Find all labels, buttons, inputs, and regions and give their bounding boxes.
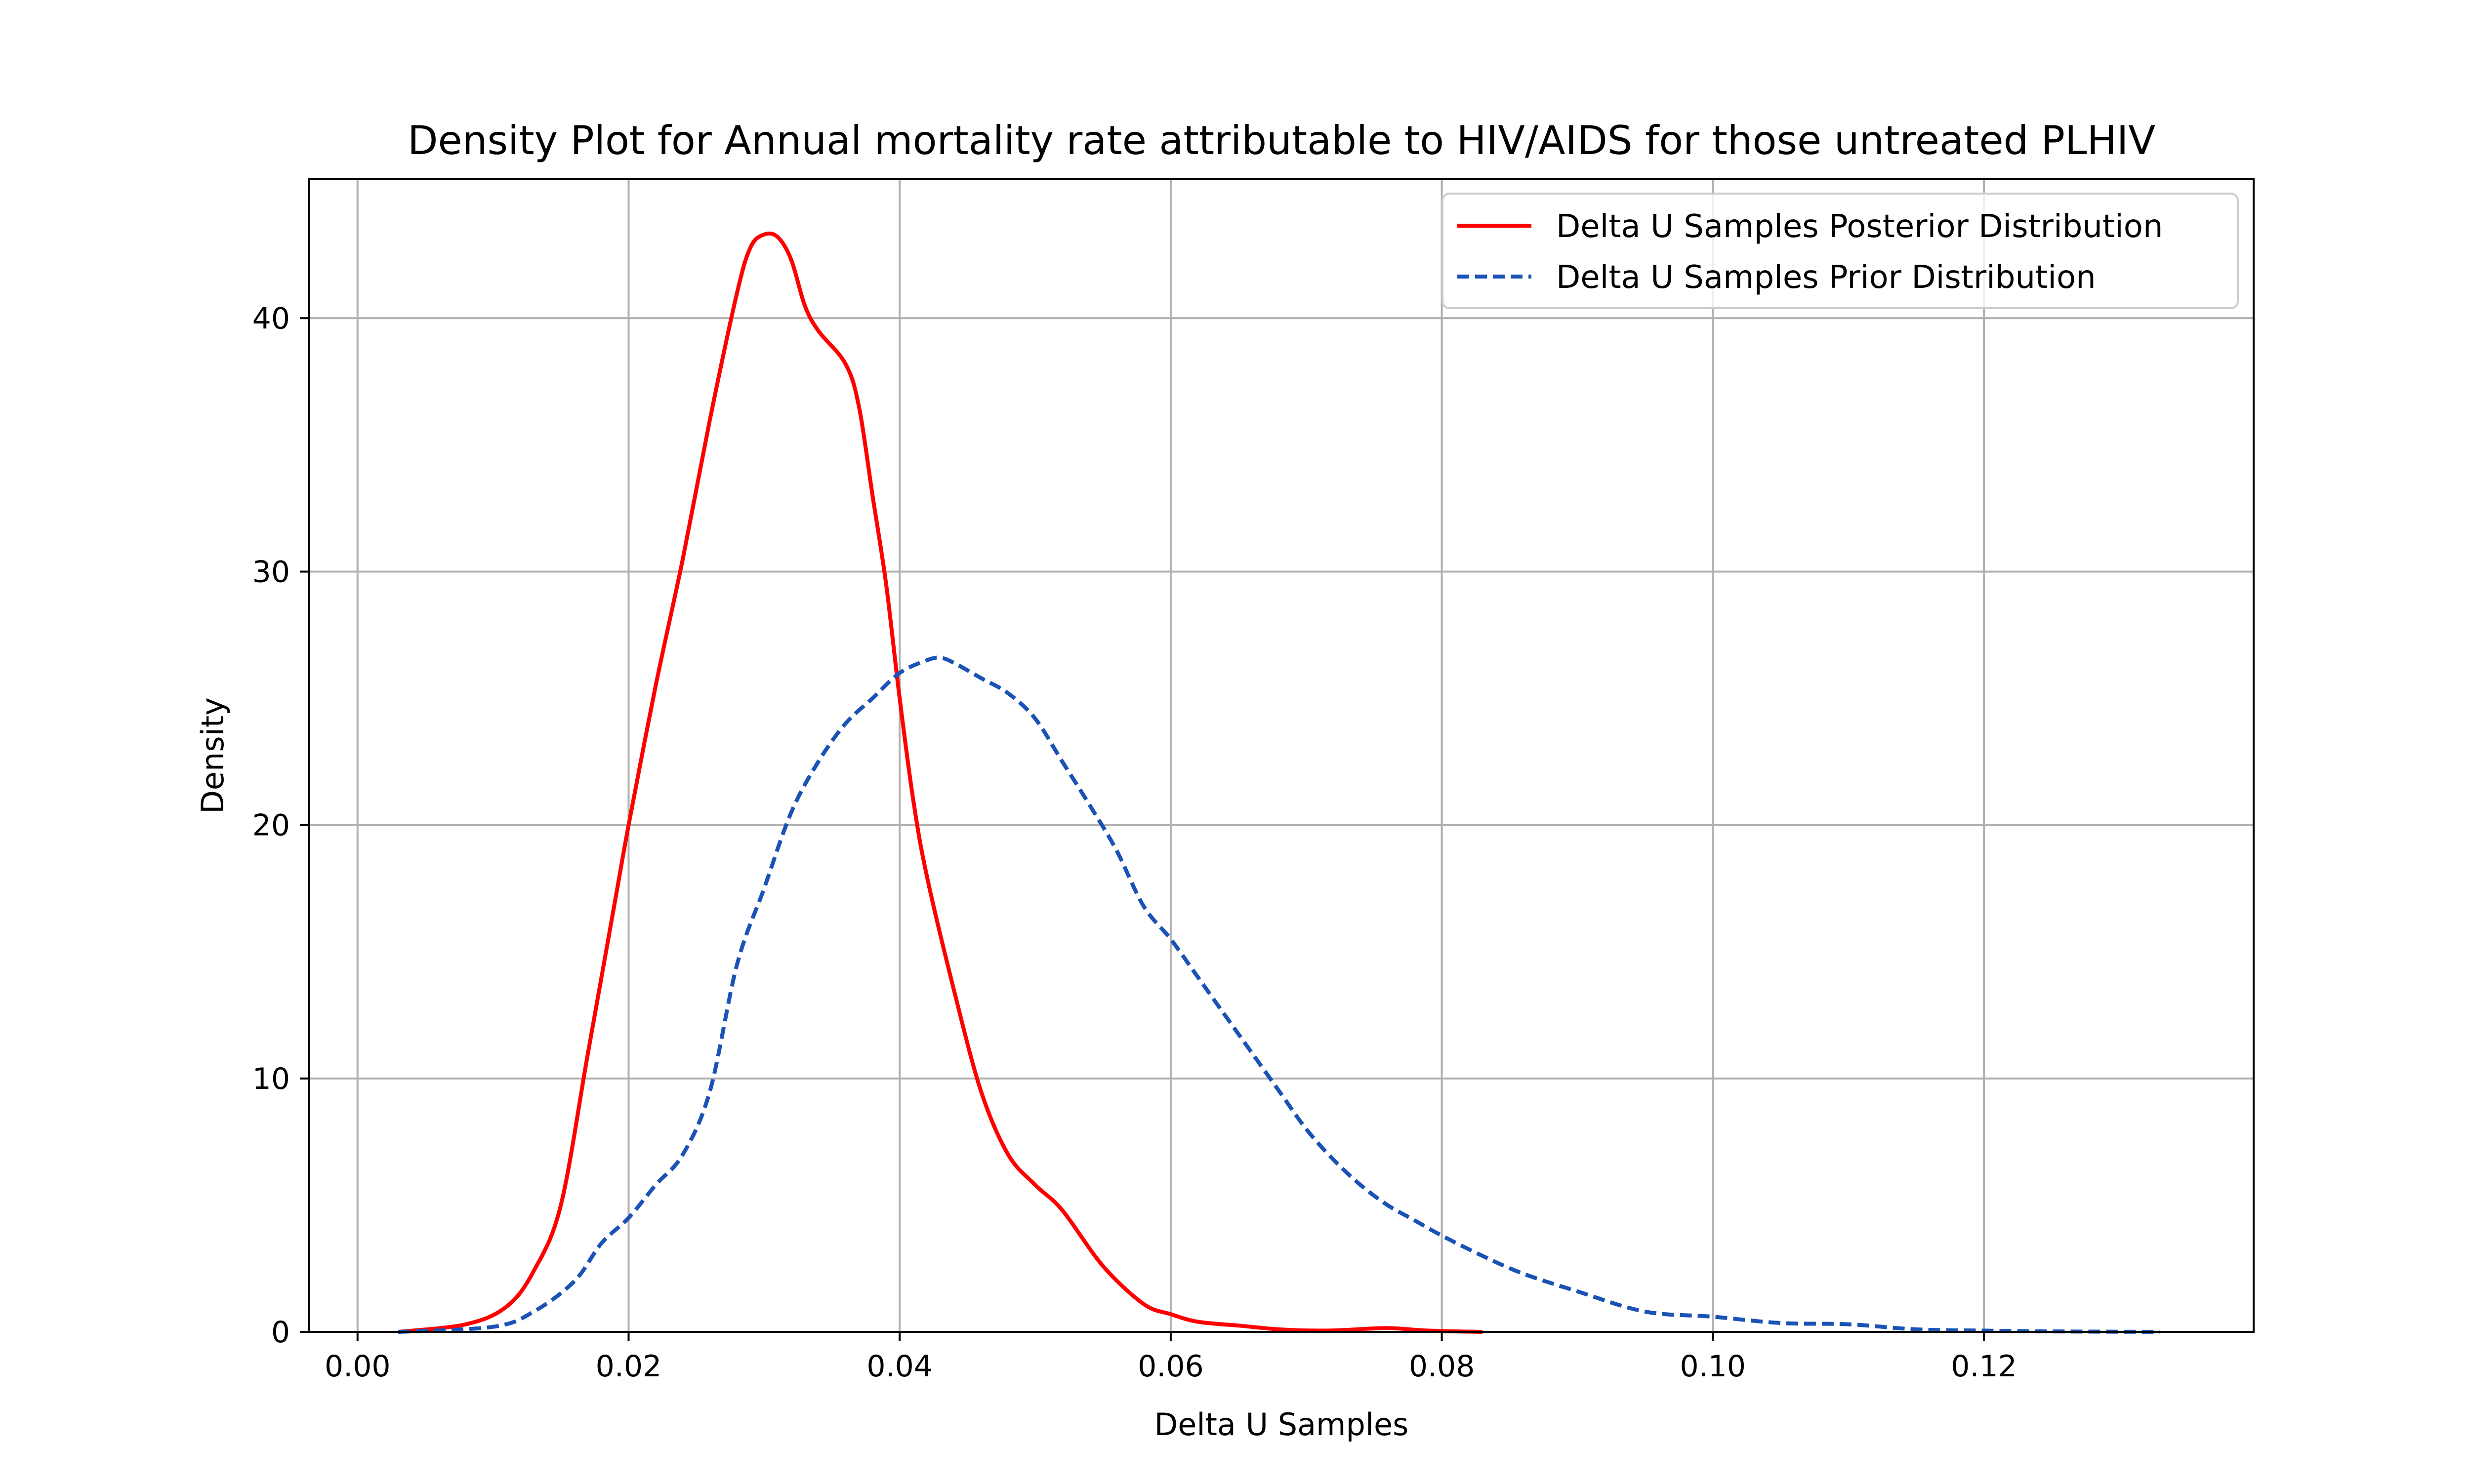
plot-frame: [308, 178, 2255, 1333]
y-tick-label: 10: [252, 1062, 290, 1096]
chart-title: Density Plot for Annual mortality rate a…: [408, 118, 2155, 163]
y-tick-label: 30: [252, 555, 290, 589]
x-tick-label: 0.06: [1138, 1349, 1204, 1384]
x-tick-label: 0.10: [1680, 1349, 1746, 1384]
axis-ticks: 0.00 0.02 0.04 0.06 0.08 0.10 0.12 0 10 20 30 40: [252, 301, 2017, 1384]
y-tick-label: 20: [252, 808, 290, 843]
series-line-posterior: [398, 231, 1482, 1334]
y-axis-label: Density: [195, 697, 231, 814]
legend-label-posterior: Delta U Samples Posterior Distribution: [1556, 208, 2163, 245]
legend: Delta U Samples Posterior Distribution D…: [1441, 193, 2239, 309]
y-tick-label: 40: [252, 301, 290, 336]
x-tick-label: 0.00: [325, 1349, 391, 1384]
series-line-prior: [398, 655, 2160, 1334]
legend-label-prior: Delta U Samples Prior Distribution: [1556, 259, 2096, 296]
x-tick-label: 0.08: [1409, 1349, 1475, 1384]
series-layer: [398, 231, 2160, 1334]
x-tick-label: 0.02: [596, 1349, 662, 1384]
x-tick-label: 0.04: [866, 1349, 933, 1384]
x-axis-label: Delta U Samples: [1154, 1406, 1409, 1443]
x-tick-label: 0.12: [1951, 1349, 2017, 1384]
y-tick-label: 0: [271, 1315, 290, 1350]
legend-box: [1441, 193, 2239, 309]
